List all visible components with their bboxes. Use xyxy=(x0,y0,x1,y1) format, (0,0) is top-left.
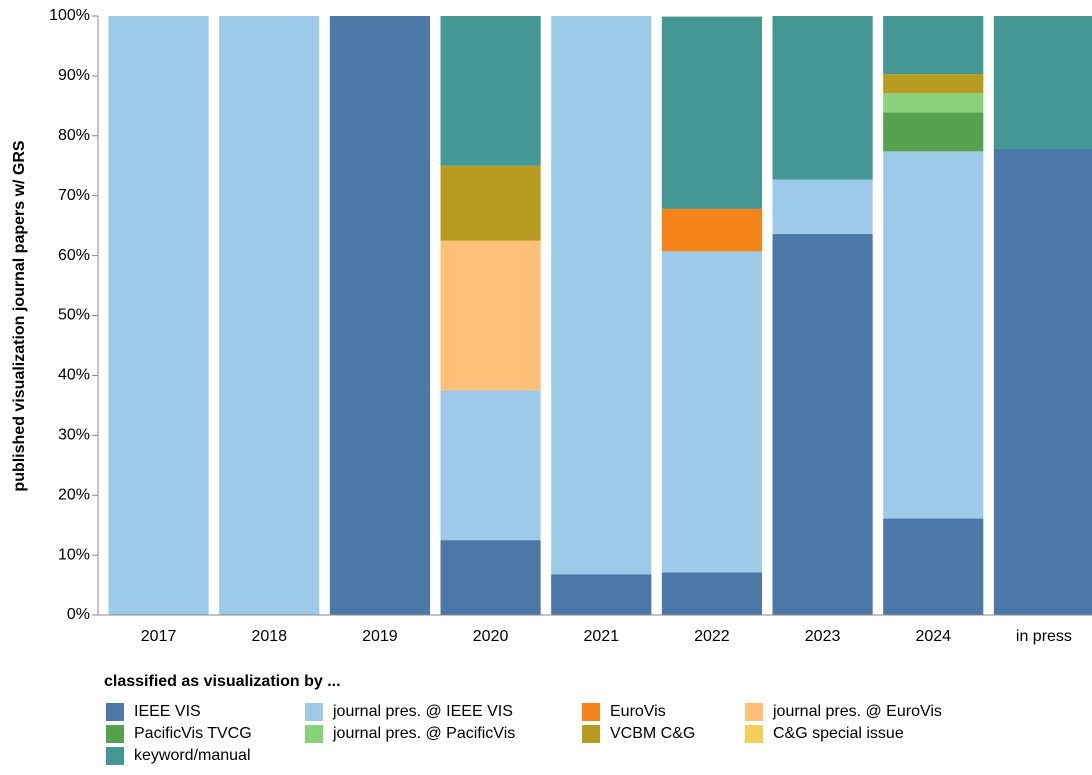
y-axis-label: published visualization journal papers w… xyxy=(11,140,28,492)
legend-swatch xyxy=(106,725,124,743)
y-tick-label: 90% xyxy=(58,67,90,84)
bar-segment xyxy=(883,112,984,152)
bar-segment xyxy=(551,16,652,575)
bar-segment xyxy=(883,151,984,519)
bar-segment xyxy=(440,165,541,241)
bar-segment xyxy=(440,390,541,541)
bar-segment xyxy=(661,572,762,615)
legend-swatch xyxy=(582,703,600,721)
bar-segment xyxy=(883,74,984,94)
bar-segment xyxy=(440,240,541,391)
bar-segment xyxy=(772,16,873,180)
legend-swatch xyxy=(582,725,600,743)
legend-swatch xyxy=(745,725,763,743)
x-tick-label: 2018 xyxy=(251,628,287,645)
legend-label: PacificVis TVCG xyxy=(134,725,252,742)
y-tick-label: 70% xyxy=(58,187,90,204)
bar-segment xyxy=(661,16,762,209)
x-tick-label: 2017 xyxy=(141,628,177,645)
legend-label: journal pres. @ PacificVis xyxy=(332,725,515,742)
bar-segment xyxy=(883,16,984,75)
x-tick-label: 2021 xyxy=(583,628,619,645)
y-tick-label: 0% xyxy=(67,606,90,623)
x-tick-label: 2020 xyxy=(473,628,509,645)
legend-swatch xyxy=(106,747,124,765)
x-tick-label: in press xyxy=(1016,628,1072,645)
x-tick-label: 2019 xyxy=(362,628,398,645)
legend-swatch xyxy=(745,703,763,721)
bar-segment xyxy=(108,16,209,615)
y-tick-label: 20% xyxy=(58,486,90,503)
y-tick-label: 60% xyxy=(58,247,90,264)
legend-label: EuroVis xyxy=(610,703,666,720)
y-tick-label: 10% xyxy=(58,546,90,563)
bar-segment xyxy=(551,574,652,615)
legend-label: IEEE VIS xyxy=(134,703,201,720)
legend-title: classified as visualization by ... xyxy=(104,673,341,690)
y-tick-label: 80% xyxy=(58,127,90,144)
bar-segment xyxy=(440,16,541,166)
y-tick-label: 30% xyxy=(58,427,90,444)
bar-segment xyxy=(883,93,984,113)
legend-label: VCBM C&G xyxy=(610,725,695,742)
legend-label: C&G special issue xyxy=(773,725,904,742)
bar-segment xyxy=(993,16,1092,149)
y-tick-label: 40% xyxy=(58,367,90,384)
x-tick-label: 2024 xyxy=(915,628,951,645)
bar-segment xyxy=(440,540,541,615)
legend-label: journal pres. @ EuroVis xyxy=(772,703,942,720)
legend-label: keyword/manual xyxy=(134,747,251,764)
legend-swatch xyxy=(106,703,124,721)
x-tick-label: 2023 xyxy=(805,628,841,645)
bar-segment xyxy=(883,518,984,615)
bar-segment xyxy=(329,16,430,615)
bar-segment xyxy=(661,251,762,573)
bar-segment xyxy=(772,179,873,235)
y-tick-label: 100% xyxy=(49,7,90,24)
legend-swatch xyxy=(305,725,323,743)
bar-segment xyxy=(219,16,320,615)
legend-label: journal pres. @ IEEE VIS xyxy=(332,703,513,720)
legend-swatch xyxy=(305,703,323,721)
x-tick-label: 2022 xyxy=(694,628,730,645)
bar-segment xyxy=(993,148,1092,615)
y-tick-label: 50% xyxy=(58,307,90,324)
bar-segment xyxy=(772,234,873,615)
bar-segment xyxy=(661,208,762,252)
